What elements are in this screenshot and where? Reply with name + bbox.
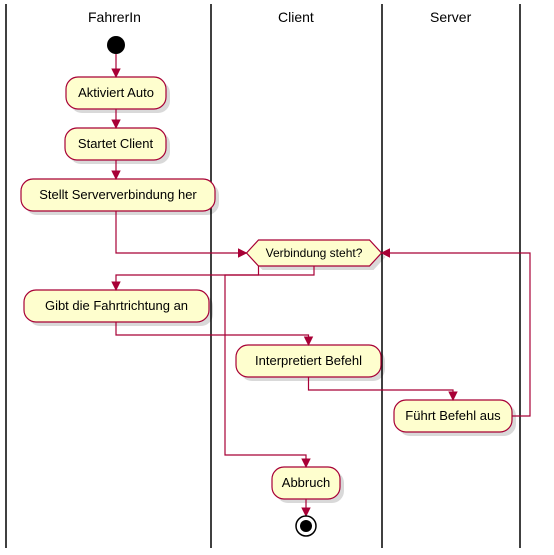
activity-label-interpret: Interpretiert Befehl (255, 353, 362, 368)
edge-stellt-decision (116, 211, 247, 253)
swimlane-title-fahrerin: FahrerIn (88, 9, 141, 25)
activity-label-fuehrt: Führt Befehl aus (405, 408, 501, 423)
activity-label-startet: Startet Client (78, 136, 154, 151)
activity-label-aktiviert: Aktiviert Auto (78, 85, 154, 100)
activity-label-stellt: Stellt Serververbindung her (39, 187, 197, 202)
swimlane-title-server: Server (430, 9, 472, 25)
activity-label-abbruch: Abbruch (282, 475, 330, 490)
activity-label-gibt: Gibt die Fahrtrichtung an (45, 298, 188, 313)
start-node (107, 36, 125, 54)
decision-label: Verbindung steht? (266, 246, 363, 260)
edge-decision-gibt (116, 266, 259, 290)
end-node-dot (300, 520, 312, 532)
swimlane-title-client: Client (278, 9, 314, 25)
edge-fuehrt-decision (382, 253, 531, 416)
